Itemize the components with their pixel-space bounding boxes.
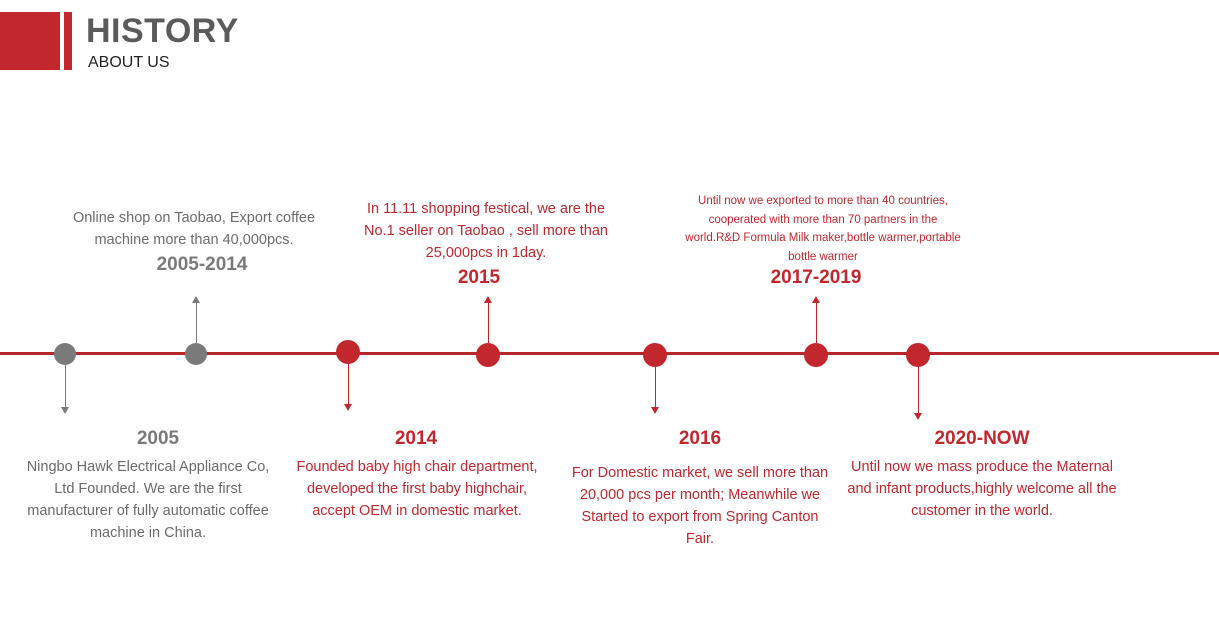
page-title: HISTORY [86, 12, 239, 50]
arrow-up-icon [812, 296, 820, 303]
header-accent-block [0, 12, 60, 70]
arrow-up-icon [484, 296, 492, 303]
timeline-dot-2020-now [906, 343, 930, 367]
year-label-2005: 2005 [136, 428, 180, 449]
event-desc-2017-2019: Until now we exported to more than 40 co… [685, 195, 961, 263]
year-label-2015: 2015 [457, 267, 501, 288]
event-desc-2014: Founded baby high chair department, deve… [296, 459, 538, 519]
year-label-2020-now: 2020-NOW [934, 428, 1030, 449]
connector-2014 [348, 364, 349, 404]
year-label-2005-2014: 2005-2014 [156, 254, 248, 275]
arrow-down-icon [914, 413, 922, 420]
timeline-dot-2014 [336, 340, 360, 364]
timeline-dot-2005-2014 [185, 343, 207, 365]
event-desc-2005: Ningbo Hawk Electrical Appliance Co, Ltd… [26, 459, 270, 541]
arrow-up-icon [192, 296, 200, 303]
year-label-2016: 2016 [678, 428, 722, 449]
arrow-down-icon [344, 404, 352, 411]
event-desc-2020-now: Until now we mass produce the Maternal a… [847, 459, 1117, 519]
timeline-dot-2016 [643, 343, 667, 367]
connector-2005-2014 [196, 303, 197, 343]
header-accent-stripe [64, 12, 72, 70]
connector-2020-now [918, 367, 919, 413]
event-desc-2015: In 11.11 shopping festical, we are the N… [364, 201, 608, 261]
year-label-2014: 2014 [394, 428, 438, 449]
connector-2016 [655, 367, 656, 407]
connector-2015 [488, 303, 489, 343]
timeline-line [0, 352, 1219, 355]
timeline-dot-2005 [54, 343, 76, 365]
page-subtitle: ABOUT US [88, 54, 170, 71]
event-desc-2016: For Domestic market, we sell more than 2… [571, 465, 829, 547]
arrow-down-icon [61, 407, 69, 414]
connector-2017-2019 [816, 303, 817, 343]
year-label-2017-2019: 2017-2019 [770, 267, 862, 288]
event-desc-2005-2014: Online shop on Taobao, Export coffee mac… [72, 210, 316, 248]
connector-2005 [65, 365, 66, 407]
timeline-dot-2015 [476, 343, 500, 367]
timeline-dot-2017-2019 [804, 343, 828, 367]
arrow-down-icon [651, 407, 659, 414]
